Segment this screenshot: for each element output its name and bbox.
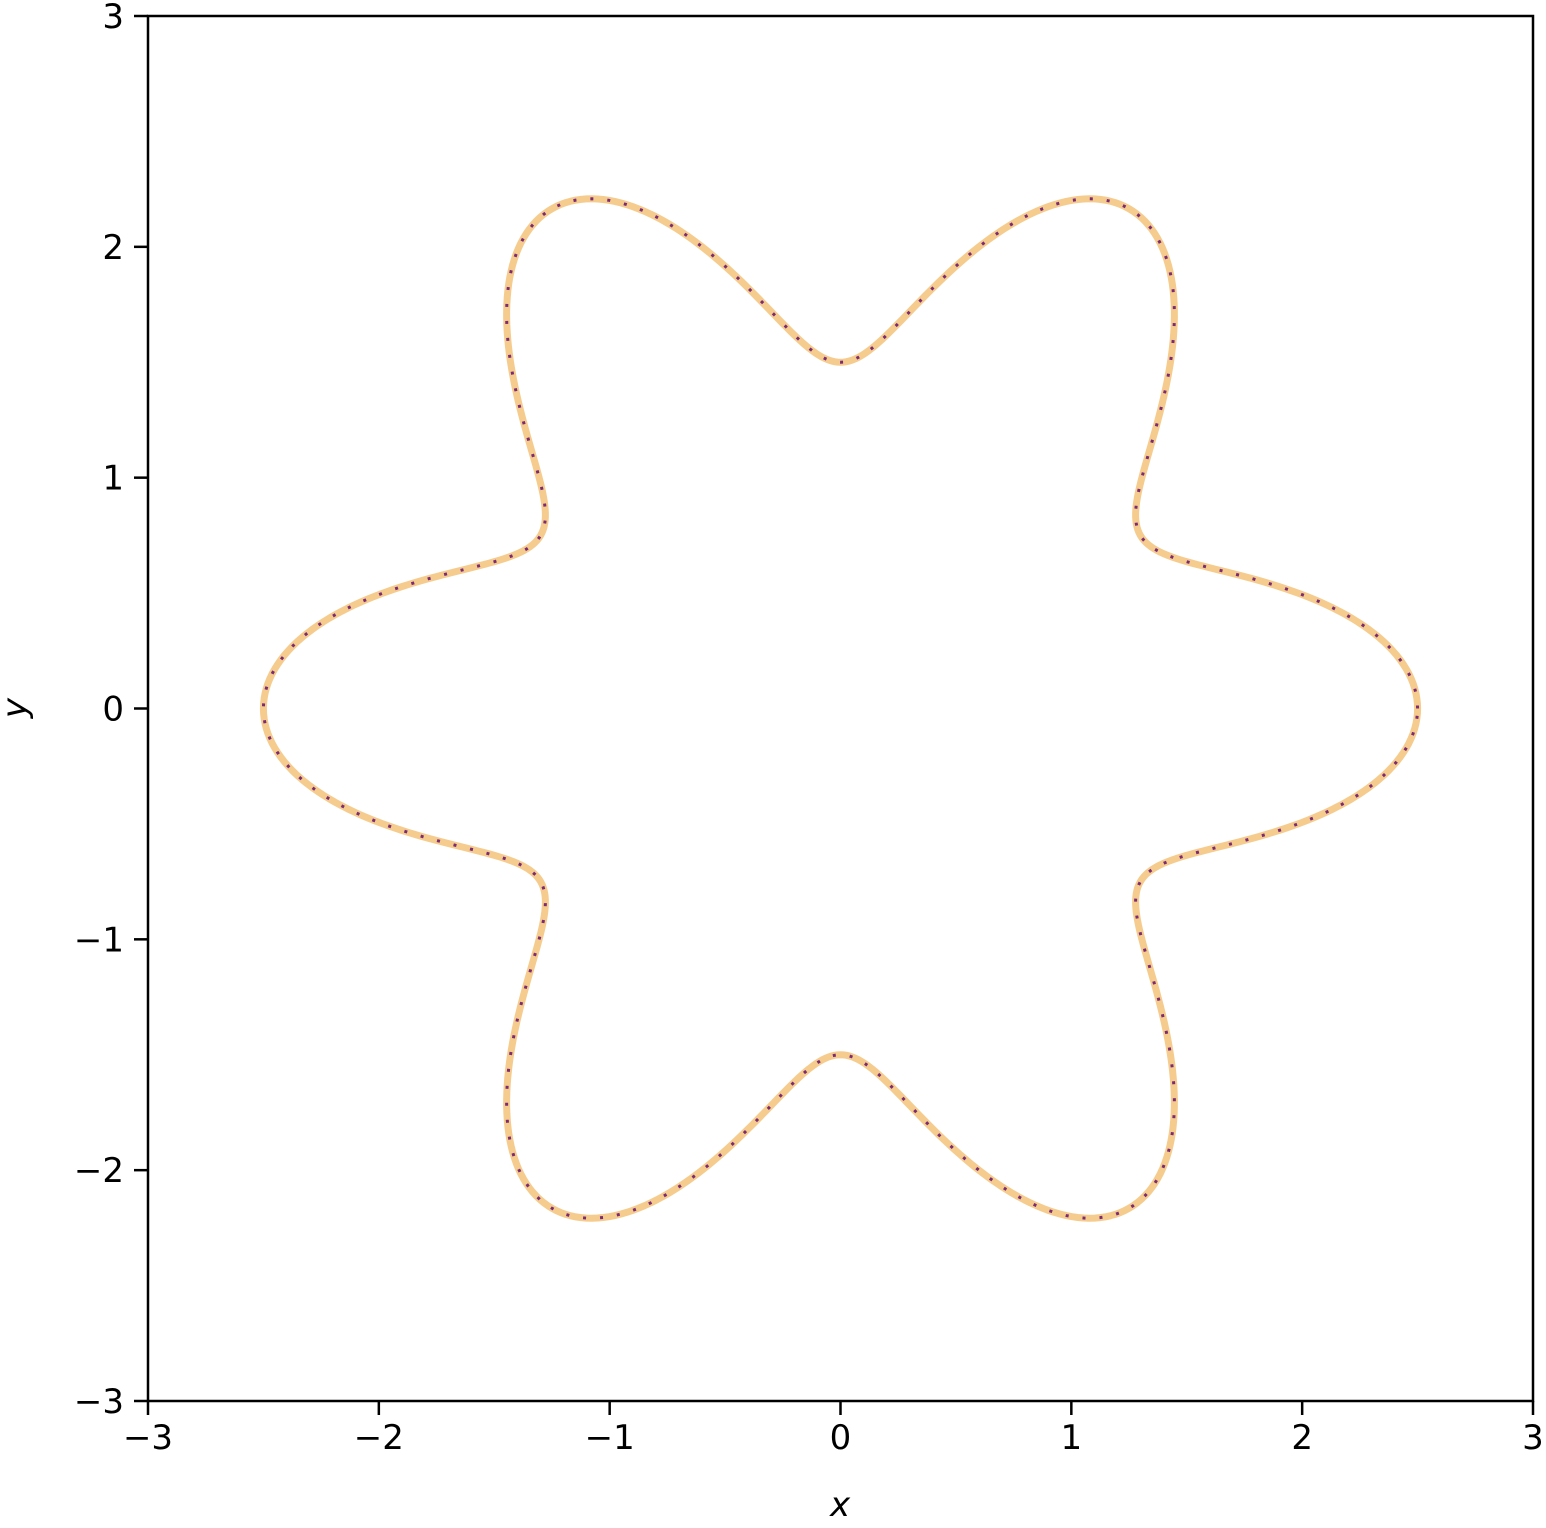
x-tick-label: 1 — [1061, 1418, 1083, 1458]
x-axis-ticks: −3 −2 −1 0 1 2 3 — [123, 1401, 1544, 1458]
y-axis-label: y — [0, 697, 35, 719]
y-tick-label: 3 — [102, 0, 124, 37]
x-axis-label: x — [829, 1485, 851, 1525]
y-tick-label: −3 — [74, 1382, 124, 1422]
y-axis-ticks: −3 −2 −1 0 1 2 3 — [74, 0, 148, 1422]
x-tick-label: −3 — [123, 1418, 173, 1458]
x-tick-label: −1 — [585, 1418, 635, 1458]
x-tick-label: −2 — [354, 1418, 404, 1458]
x-tick-label: 3 — [1522, 1418, 1544, 1458]
y-tick-label: 2 — [102, 228, 124, 268]
series-layer — [259, 195, 1422, 1222]
plot-background — [148, 16, 1533, 1401]
x-tick-label: 2 — [1291, 1418, 1313, 1458]
y-tick-label: 1 — [102, 459, 124, 499]
x-tick-label: 0 — [830, 1418, 852, 1458]
y-tick-label: 0 — [102, 690, 124, 730]
series-line-1 — [259, 195, 1422, 1222]
y-tick-label: −2 — [74, 1151, 124, 1191]
y-tick-label: −1 — [74, 920, 124, 960]
